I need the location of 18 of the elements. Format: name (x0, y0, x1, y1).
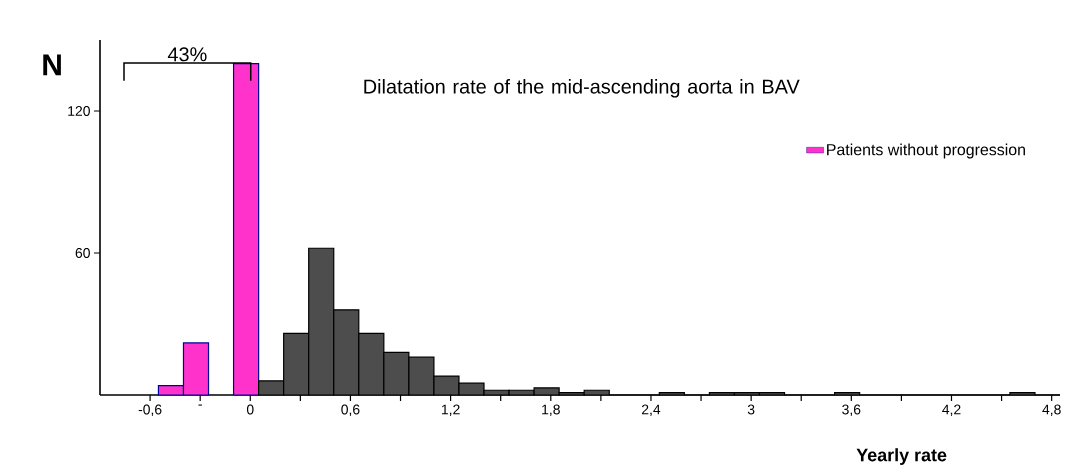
x-tick-label: 1,8 (542, 404, 560, 417)
annotation: 43% (167, 47, 207, 62)
x-tick-label: 0,6 (341, 404, 360, 417)
x-tick-label: 2,4 (641, 404, 661, 417)
x-tick-label: 3,6 (842, 404, 861, 417)
y-tick-label: 60 (75, 248, 90, 258)
x-tick-label: 1,2 (441, 404, 460, 417)
x-tick-label: 4,2 (942, 404, 961, 417)
x-tick-label: - (198, 404, 202, 406)
x-tick-label: 3 (747, 404, 755, 415)
text: Dilatation rate of the mid-ascending aorta in BAV (364, 79, 800, 98)
legend-label: Patients without progression (827, 143, 1025, 159)
x-tick-label: 4,8 (1042, 404, 1061, 417)
x-tick-label: -0,6 (138, 404, 162, 417)
y-tick-label: 120 (68, 106, 90, 116)
x-axis-title: Yearly rate (856, 448, 947, 465)
x-tick-label: 0 (246, 404, 254, 415)
y-axis-title: N (43, 54, 61, 76)
